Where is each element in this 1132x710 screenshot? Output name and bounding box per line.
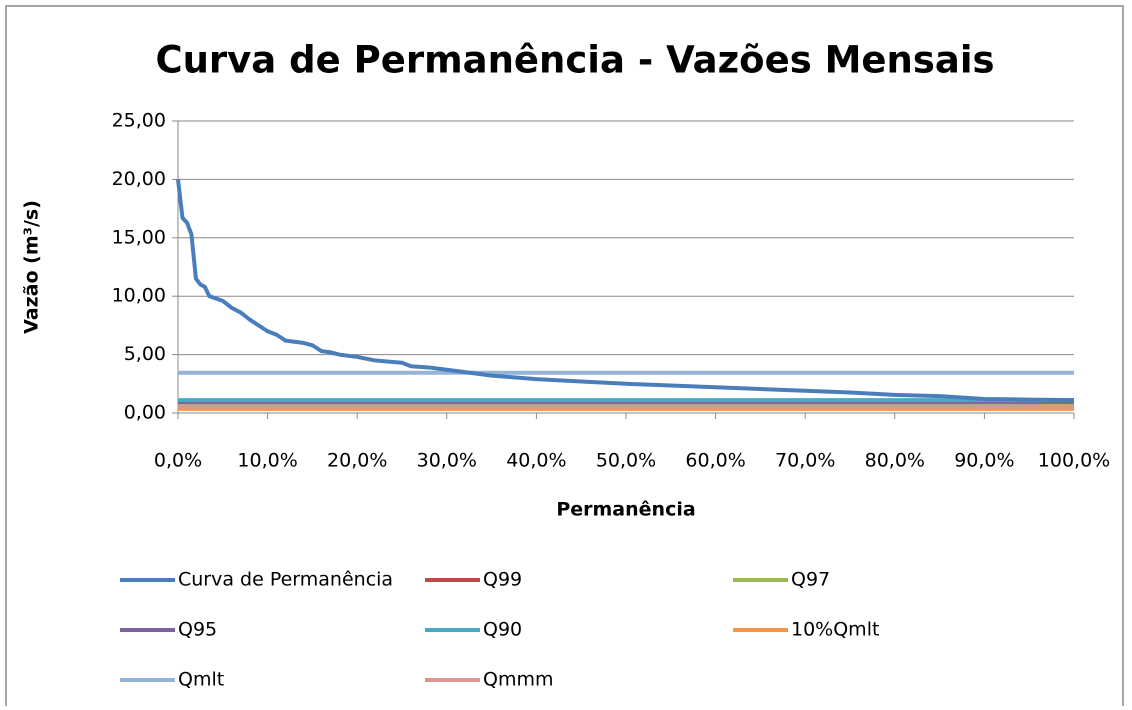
y-axis-label: Vazão (m³/s) [21, 200, 43, 334]
x-tick-label: 50,0% [596, 450, 656, 472]
legend-label: Q99 [483, 569, 522, 591]
legend-label: Qmmm [483, 669, 553, 691]
y-tick-label: 25,00 [112, 110, 166, 132]
x-tick-label: 30,0% [417, 450, 477, 472]
y-tick-label: 0,00 [124, 402, 166, 424]
legend-label: Curva de Permanência [178, 569, 393, 591]
x-axis-label: Permanência [556, 499, 695, 521]
x-tick-label: 100,0% [1038, 450, 1110, 472]
x-tick-label: 0,0% [154, 450, 202, 472]
y-tick-label: 10,00 [112, 285, 166, 307]
x-tick-label: 40,0% [506, 450, 566, 472]
legend-label: 10%Qmlt [791, 619, 879, 641]
chart-title: Curva de Permanência - Vazões Mensais [155, 39, 994, 82]
x-tick-label: 70,0% [775, 450, 835, 472]
legend-label: Q97 [791, 569, 830, 591]
legend-label: Qmlt [178, 669, 224, 691]
x-tick-label: 80,0% [865, 450, 925, 472]
y-tick-label: 15,00 [112, 226, 166, 248]
x-tick-label: 20,0% [327, 450, 387, 472]
y-tick-label: 20,00 [112, 168, 166, 190]
legend-label: Q90 [483, 619, 522, 641]
x-tick-label: 60,0% [685, 450, 745, 472]
x-tick-label: 10,0% [237, 450, 297, 472]
y-tick-label: 5,00 [124, 343, 166, 365]
legend-label: Q95 [178, 619, 217, 641]
x-tick-label: 90,0% [954, 450, 1014, 472]
chart-border [5, 5, 1124, 710]
series-line [176, 179, 1075, 403]
